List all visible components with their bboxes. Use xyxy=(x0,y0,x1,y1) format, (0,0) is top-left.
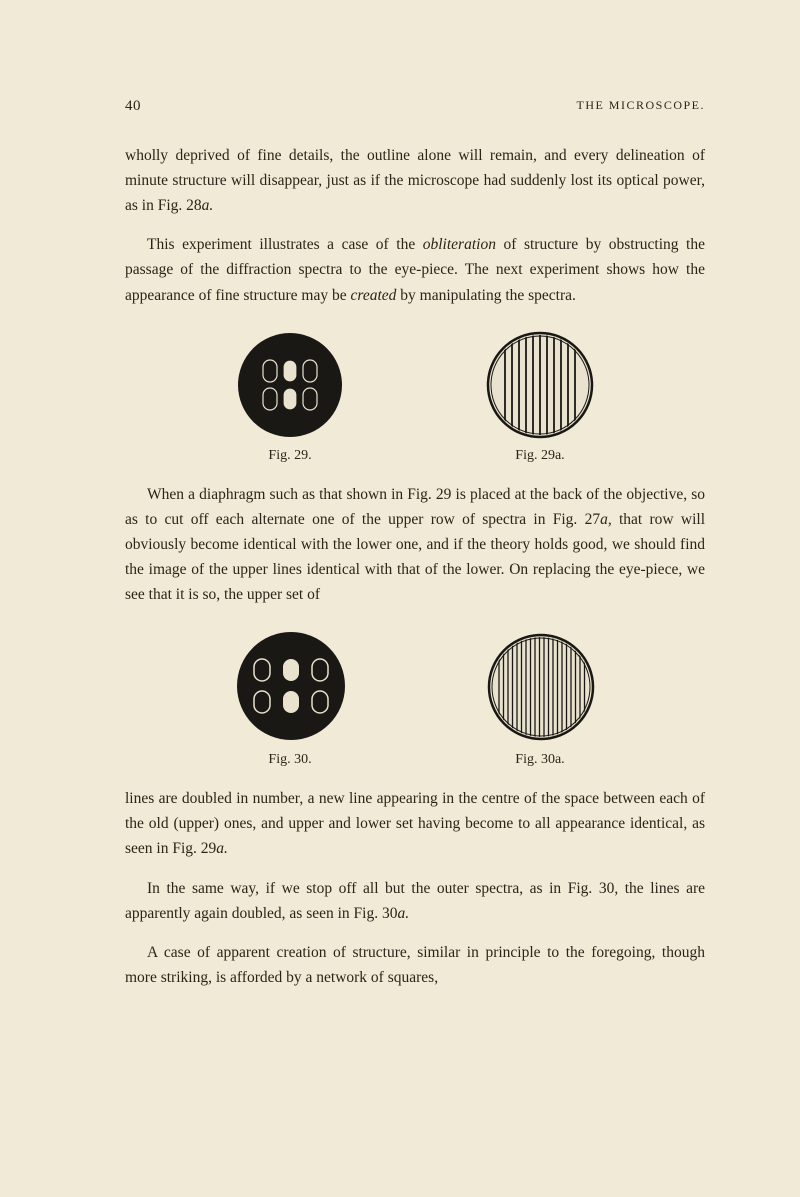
text-p1a-italic: a. xyxy=(202,197,214,214)
paragraph-1: wholly deprived of fine details, the out… xyxy=(125,143,705,218)
page-title: THE MICROSCOPE. xyxy=(576,98,705,115)
text-p2a: This experiment illustrates a case of th… xyxy=(147,236,423,253)
paragraph-3: When a diaphragm such as that shown in F… xyxy=(125,482,705,608)
figure-29 xyxy=(235,330,345,440)
figure-row-1 xyxy=(125,330,705,440)
caption-row-2: Fig. 30. Fig. 30a. xyxy=(125,752,705,768)
figure-30 xyxy=(231,629,351,744)
fig30a-caption: Fig. 30a. xyxy=(485,752,595,768)
figure-row-2 xyxy=(125,629,705,744)
fig29-svg xyxy=(235,330,345,440)
text-p2c: by manipulating the spectra. xyxy=(396,287,576,304)
paragraph-2: This experiment illustrates a case of th… xyxy=(125,232,705,307)
fig29-caption: Fig. 29. xyxy=(235,448,345,464)
fig29a-svg xyxy=(485,330,595,440)
text-p2-italic1: obliteration xyxy=(423,236,496,253)
text-p2-italic2: created xyxy=(351,287,397,304)
fig30a-svg xyxy=(484,632,599,742)
fig30-caption: Fig. 30. xyxy=(235,752,345,768)
text-p5-italic1: a. xyxy=(397,905,409,922)
page-number: 40 xyxy=(125,98,141,115)
text-p4-italic1: a. xyxy=(216,840,228,857)
paragraph-4: lines are doubled in number, a new line … xyxy=(125,786,705,861)
figure-30a xyxy=(484,632,599,742)
text-p3-italic1: a, xyxy=(600,511,612,528)
caption-row-1: Fig. 29. Fig. 29a. xyxy=(125,448,705,464)
page-header: 40 THE MICROSCOPE. xyxy=(125,98,705,115)
text-p6: A case of apparent creation of structure… xyxy=(125,944,705,986)
text-p4a: lines are doubled in number, a new line … xyxy=(125,790,705,857)
fig29a-caption: Fig. 29a. xyxy=(485,448,595,464)
paragraph-5: In the same way, if we stop off all but … xyxy=(125,876,705,926)
fig30-svg xyxy=(231,629,351,744)
figure-29a xyxy=(485,330,595,440)
paragraph-6: A case of apparent creation of structure… xyxy=(125,940,705,990)
text-p5a: In the same way, if we stop off all but … xyxy=(125,880,705,922)
